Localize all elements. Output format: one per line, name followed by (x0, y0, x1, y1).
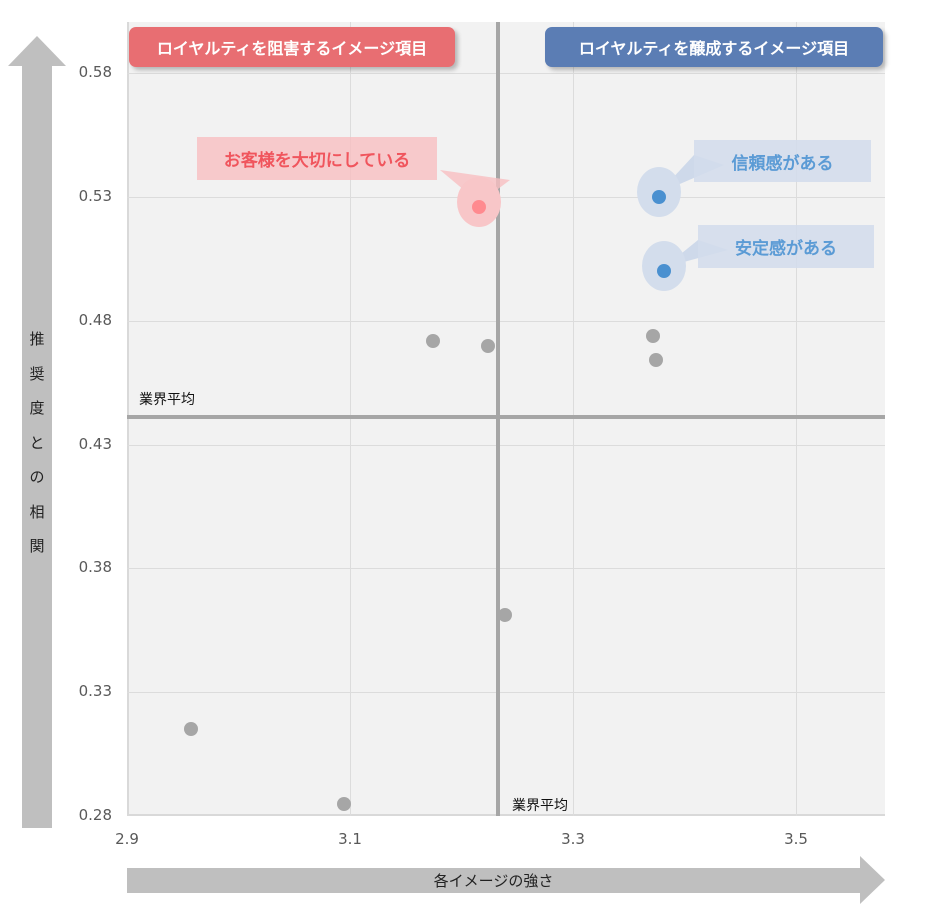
y-axis-label-char: 関 (29, 537, 45, 555)
gridline-horizontal (127, 692, 885, 693)
callout-label: 安定感がある (735, 239, 837, 259)
data-point (425, 333, 440, 348)
x-axis-arrow-icon: 各イメージの強さ (127, 868, 860, 893)
gridline-horizontal (127, 568, 885, 569)
data-point (646, 328, 661, 343)
data-point (481, 338, 496, 353)
data-point (657, 264, 672, 279)
y-axis-label-char: 推 (29, 330, 45, 348)
quadrant-label-text: ロイヤルティを阻害するイメージ項目 (156, 39, 428, 58)
avg-label-vertical: 業界平均 (512, 798, 568, 814)
callout-customer-care: お客様を大切にしている (197, 137, 437, 180)
y-axis-label-char: 度 (29, 399, 45, 417)
gridline-horizontal (127, 445, 885, 446)
x-axis-label: 各イメージの強さ (433, 872, 554, 890)
x-tick-label: 3.5 (784, 830, 808, 848)
y-tick-label: 0.28 (78, 806, 112, 824)
y-axis-label: 推奨度との相関 (22, 322, 52, 564)
x-tick-label: 2.9 (115, 830, 139, 848)
callout-label: お客様を大切にしている (223, 151, 411, 171)
x-tick-label: 3.1 (338, 830, 362, 848)
y-axis-label-char: 相 (29, 502, 45, 521)
x-axis-arrow-head-icon (860, 856, 885, 904)
quadrant-label-inhibit: ロイヤルティを阻害するイメージ項目 (129, 27, 455, 67)
gridline-horizontal (127, 197, 885, 198)
data-point (651, 190, 666, 204)
x-tick-label: 3.3 (561, 830, 585, 848)
data-point (497, 608, 512, 623)
y-axis-label-char: 奨 (29, 364, 45, 383)
callout-stability: 安定感がある (698, 225, 874, 268)
gridline-vertical (350, 22, 351, 816)
callout-trust: 信頼感がある (694, 140, 871, 182)
y-tick-label: 0.53 (78, 187, 112, 205)
gridline-horizontal (127, 73, 885, 74)
quadrant-label-text: ロイヤルティを醸成するイメージ項目 (578, 39, 850, 58)
data-point (337, 796, 352, 811)
y-axis-arrow-head-icon (8, 36, 66, 66)
industry-average-line-horizontal (127, 415, 885, 419)
y-tick-label: 0.33 (78, 682, 112, 700)
y-tick-label: 0.38 (78, 558, 112, 576)
gridline-vertical (796, 22, 797, 816)
callout-label: 信頼感がある (731, 153, 834, 174)
gridline-horizontal (127, 321, 885, 322)
avg-label-horizontal: 業界平均 (139, 392, 195, 408)
gridline-vertical (573, 22, 574, 816)
data-point (648, 353, 663, 368)
y-tick-label: 0.48 (78, 311, 112, 329)
data-point (183, 722, 198, 737)
industry-average-line-vertical (496, 22, 500, 816)
quadrant-label-foster: ロイヤルティを醸成するイメージ項目 (545, 27, 883, 67)
data-point (472, 199, 487, 214)
y-axis-arrow-icon (22, 66, 52, 828)
y-tick-label: 0.58 (78, 63, 112, 81)
y-tick-label: 0.43 (78, 435, 112, 453)
y-axis-label-char: と (29, 433, 45, 452)
y-axis-label-char: の (29, 468, 45, 486)
